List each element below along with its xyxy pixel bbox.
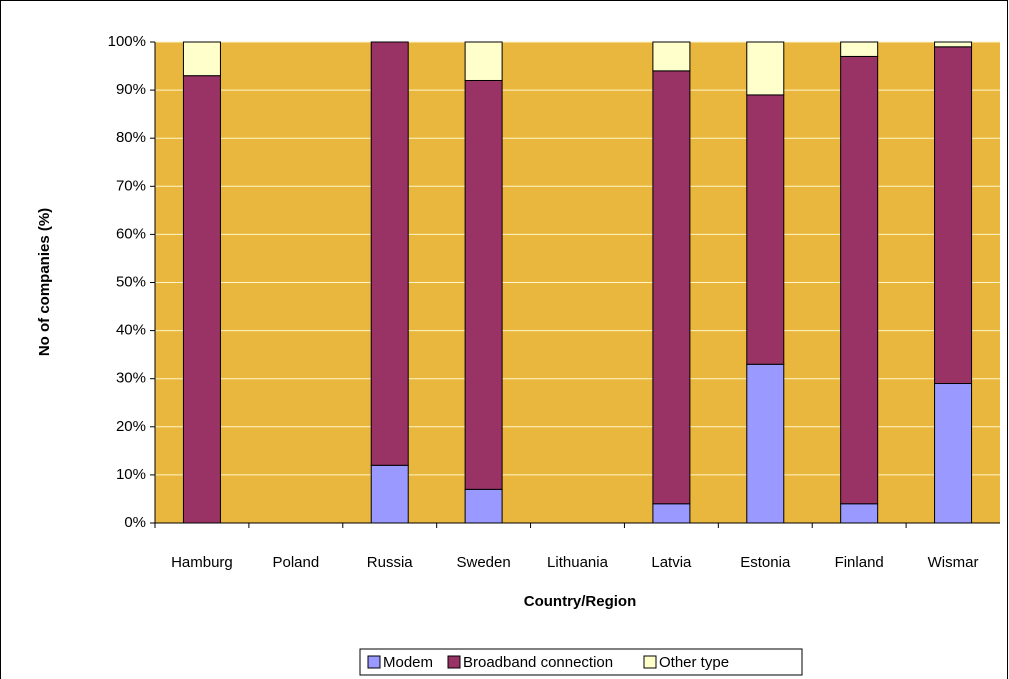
y-tick-label: 90% [116, 81, 146, 98]
x-tick-label: Wismar [928, 554, 979, 571]
y-tick-label: 50% [116, 273, 146, 290]
legend-label: Other type [659, 654, 729, 671]
x-tick-label: Hamburg [171, 554, 233, 571]
bar-segment [840, 503, 879, 524]
y-axis-title: No of companies (%) [36, 208, 53, 356]
bar-segment [370, 41, 409, 466]
y-tick-label: 60% [116, 225, 146, 242]
bar-segment [934, 46, 973, 385]
bar-segment [652, 70, 691, 505]
bar-segment [934, 41, 973, 48]
x-tick-label: Lithuania [547, 554, 609, 571]
y-tick-label: 20% [116, 418, 146, 435]
bar-segment [746, 94, 785, 365]
bar-segment [652, 503, 691, 524]
legend-swatch [643, 655, 657, 669]
y-tick-label: 80% [116, 129, 146, 146]
bar-segment [464, 79, 503, 490]
bar-segment [464, 488, 503, 524]
bar-segment [182, 41, 221, 77]
y-tick-label: 30% [116, 370, 146, 387]
x-tick-label: Poland [272, 554, 319, 571]
y-tick-label: 10% [116, 466, 146, 483]
bar-segment [934, 383, 973, 524]
bar-segment [464, 41, 503, 81]
bar-segment [746, 363, 785, 524]
legend-swatch [367, 655, 381, 669]
bar-segment [840, 55, 879, 505]
bar-segment [746, 41, 785, 96]
x-tick-label: Finland [835, 554, 884, 571]
y-tick-label: 0% [124, 514, 146, 531]
y-tick-label: 100% [108, 33, 146, 50]
bar-segment [652, 41, 691, 72]
x-tick-label: Russia [367, 554, 414, 571]
y-tick-label: 40% [116, 322, 146, 339]
legend-swatch [447, 655, 461, 669]
legend-box [359, 648, 803, 676]
bar-segment [182, 75, 221, 524]
bar-segment [370, 464, 409, 524]
x-tick-label: Sweden [457, 554, 511, 571]
x-tick-label: Estonia [740, 554, 791, 571]
legend-label: Modem [383, 654, 433, 671]
x-axis-title: Country/Region [524, 593, 637, 610]
x-tick-label: Latvia [651, 554, 692, 571]
bar-segment [840, 41, 879, 57]
y-tick-label: 70% [116, 177, 146, 194]
legend-label: Broadband connection [463, 654, 613, 671]
